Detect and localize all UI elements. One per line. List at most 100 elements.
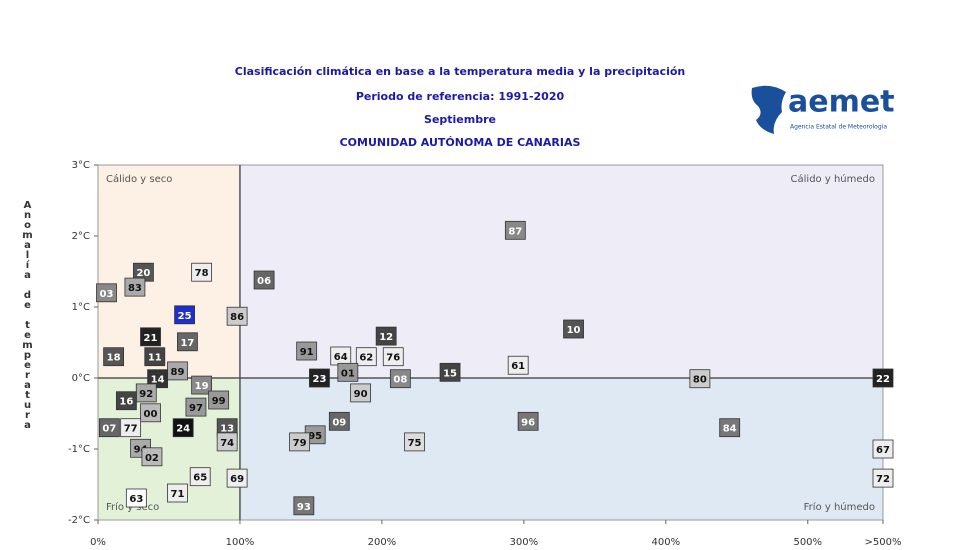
point: 97 bbox=[185, 397, 207, 417]
point-label: 90 bbox=[354, 389, 368, 400]
point-label: 23 bbox=[312, 374, 326, 385]
point: 01 bbox=[337, 362, 359, 382]
point-box bbox=[115, 391, 137, 411]
point: 91 bbox=[296, 341, 318, 361]
x-tick-label: 200% bbox=[368, 537, 397, 548]
point-box bbox=[208, 390, 230, 410]
point: 76 bbox=[382, 347, 404, 367]
logo-icon bbox=[751, 85, 786, 134]
point-label: 77 bbox=[124, 424, 138, 435]
point-box bbox=[504, 220, 526, 240]
point-box bbox=[191, 375, 213, 395]
point: 07 bbox=[98, 418, 120, 438]
point: 65 bbox=[189, 467, 211, 487]
point-box bbox=[174, 305, 195, 325]
plot-frame bbox=[97, 164, 884, 521]
x-tick-label: 0% bbox=[90, 537, 106, 548]
point: 19 bbox=[191, 375, 213, 395]
point: 18 bbox=[103, 347, 125, 367]
point-label: 91 bbox=[300, 347, 314, 358]
point-box bbox=[98, 418, 120, 438]
point-label: 09 bbox=[332, 417, 346, 428]
point: 16 bbox=[115, 391, 137, 411]
point-box bbox=[226, 306, 248, 326]
point-label: 86 bbox=[230, 312, 244, 323]
point-box bbox=[141, 447, 163, 467]
point-label: 17 bbox=[180, 338, 194, 349]
point-label: 18 bbox=[107, 353, 121, 364]
point-box bbox=[296, 341, 318, 361]
point-box bbox=[328, 411, 350, 431]
point-label: 02 bbox=[145, 453, 159, 464]
point-label: 71 bbox=[171, 489, 185, 500]
y-tick-label: 1°C bbox=[72, 302, 90, 313]
logo-caption: Agencia Estatal de Meteorología bbox=[790, 124, 887, 131]
point-label: 92 bbox=[139, 389, 153, 400]
y-tick-label: 2°C bbox=[72, 231, 90, 242]
point-label: 24 bbox=[176, 424, 190, 435]
point-label: 12 bbox=[379, 332, 393, 343]
point-box bbox=[389, 369, 411, 389]
point-box bbox=[375, 326, 397, 346]
point-box bbox=[337, 362, 359, 382]
point: 75 bbox=[404, 432, 425, 452]
point-box bbox=[124, 277, 146, 297]
point-label: 97 bbox=[189, 403, 203, 414]
quadrant bbox=[98, 165, 240, 378]
point: 92 bbox=[135, 383, 157, 403]
point-box bbox=[253, 270, 275, 290]
point-box bbox=[185, 397, 207, 417]
point-box bbox=[172, 418, 194, 438]
point: 24 bbox=[172, 418, 194, 438]
point: 86 bbox=[226, 306, 248, 326]
x-tick-label: 400% bbox=[652, 537, 681, 548]
point: 21 bbox=[140, 327, 161, 347]
point-label: 06 bbox=[257, 276, 271, 287]
point-box bbox=[216, 432, 238, 452]
point: 25 bbox=[174, 305, 195, 325]
point: 69 bbox=[226, 468, 248, 488]
point: 80 bbox=[689, 369, 711, 389]
point-label: 83 bbox=[128, 283, 142, 294]
point-box bbox=[872, 439, 894, 459]
point: 63 bbox=[125, 488, 147, 508]
point-label: 16 bbox=[119, 397, 133, 408]
point: 61 bbox=[507, 355, 529, 375]
x-tick-label: >500% bbox=[865, 537, 902, 548]
point-label: 19 bbox=[195, 381, 209, 392]
point: 89 bbox=[167, 361, 188, 381]
chart-subtitle: Periodo de referencia: 1991-2020 bbox=[356, 90, 565, 103]
y-tick-label: -1°C bbox=[68, 444, 90, 455]
point: 74 bbox=[216, 432, 238, 452]
point: 96 bbox=[517, 411, 539, 431]
point-label: 64 bbox=[334, 352, 348, 363]
point: 15 bbox=[439, 362, 461, 382]
point-box bbox=[289, 432, 310, 452]
point-label: 72 bbox=[876, 474, 890, 485]
point-box bbox=[517, 411, 539, 431]
logo-text: aemet bbox=[788, 85, 895, 120]
point-label: 03 bbox=[100, 289, 114, 300]
point-box bbox=[350, 383, 372, 403]
point-box bbox=[120, 418, 142, 438]
point-label: 08 bbox=[393, 375, 407, 386]
x-tick-label: 100% bbox=[226, 537, 255, 548]
point: 12 bbox=[375, 326, 397, 346]
point-label: 74 bbox=[220, 438, 234, 449]
point-label: 22 bbox=[876, 374, 890, 385]
point-label: 14 bbox=[151, 375, 165, 386]
point-box bbox=[689, 369, 711, 389]
point: 17 bbox=[177, 332, 198, 352]
point-box bbox=[382, 347, 404, 367]
chart-title: Clasificación climática en base a la tem… bbox=[235, 65, 686, 78]
point: 83 bbox=[124, 277, 146, 297]
point: 72 bbox=[872, 468, 894, 488]
point-label: 15 bbox=[443, 368, 457, 379]
point: 14 bbox=[147, 369, 169, 389]
point-box bbox=[96, 283, 117, 303]
point-box bbox=[872, 468, 894, 488]
point: 67 bbox=[872, 439, 894, 459]
logo: aemet Agencia Estatal de Meteorología bbox=[751, 85, 895, 134]
